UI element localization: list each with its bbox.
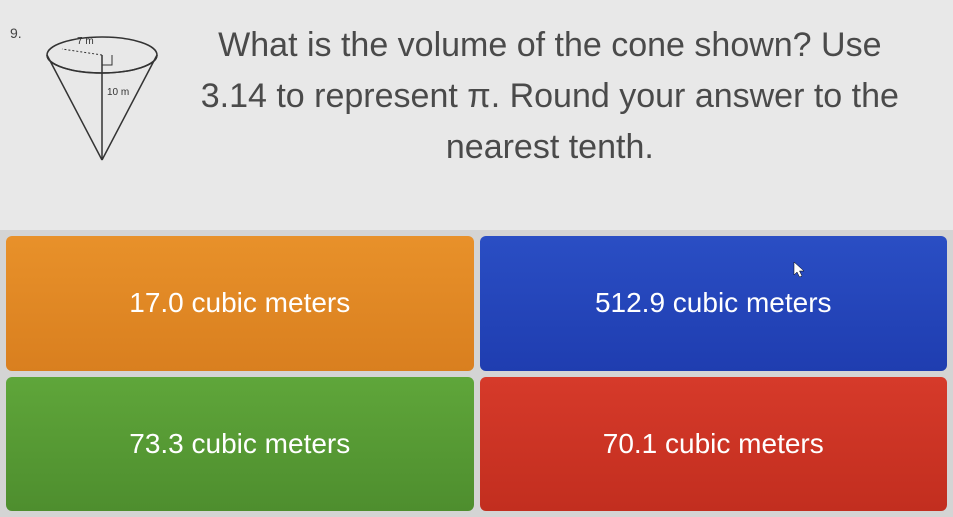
answer-option-d[interactable]: 70.1 cubic meters	[480, 377, 948, 512]
cone-diagram: 7 m 10 m	[27, 20, 177, 170]
cursor-icon	[793, 261, 807, 279]
answers-grid: 17.0 cubic meters 512.9 cubic meters 73.…	[0, 230, 953, 517]
answer-label: 512.9 cubic meters	[595, 287, 832, 319]
answer-option-c[interactable]: 73.3 cubic meters	[6, 377, 474, 512]
answer-option-a[interactable]: 17.0 cubic meters	[6, 236, 474, 371]
answer-label: 17.0 cubic meters	[129, 287, 350, 319]
answer-option-b[interactable]: 512.9 cubic meters	[480, 236, 948, 371]
answer-label: 70.1 cubic meters	[603, 428, 824, 460]
height-label: 10 m	[107, 87, 129, 98]
question-area: 9. 7 m 10 m What is the volume of the co…	[0, 0, 953, 230]
question-text: What is the volume of the cone shown? Us…	[177, 20, 923, 173]
answer-label: 73.3 cubic meters	[129, 428, 350, 460]
radius-label: 7 m	[77, 36, 94, 47]
question-number: 9.	[10, 25, 22, 41]
